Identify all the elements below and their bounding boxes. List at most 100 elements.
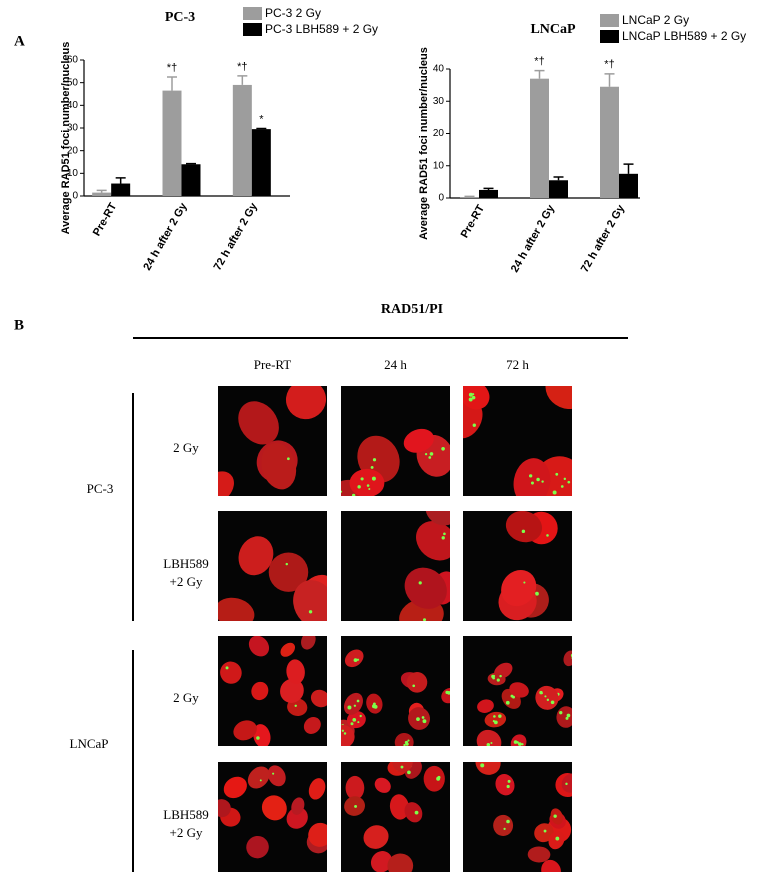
nucleus [308, 822, 327, 847]
focus [418, 581, 422, 585]
focus [372, 458, 377, 462]
focus [550, 700, 555, 705]
focus [416, 717, 420, 721]
nucleus [425, 511, 450, 526]
legend-label: LNCaP LBH589 + 2 Gy [622, 29, 746, 43]
nucleus [349, 468, 385, 496]
bar [600, 86, 619, 198]
bar [530, 78, 549, 198]
nucleus [218, 597, 255, 621]
nucleus [389, 794, 410, 820]
focus [356, 658, 360, 661]
focus [351, 493, 356, 496]
focus [429, 452, 434, 456]
micrograph [218, 636, 327, 746]
focus [225, 666, 229, 670]
nucleus [363, 825, 389, 849]
row-label: +2 Gy [170, 574, 203, 589]
micrograph [218, 386, 327, 496]
focus [343, 732, 347, 735]
focus [535, 591, 539, 596]
legend-swatch [243, 7, 262, 20]
focus [366, 484, 370, 487]
nucleus [534, 823, 554, 843]
focus [498, 714, 502, 718]
focus [340, 496, 342, 498]
nucleus [218, 799, 231, 818]
focus [352, 717, 357, 722]
focus [368, 487, 371, 491]
micrograph [463, 762, 572, 872]
row-label: +2 Gy [170, 825, 203, 840]
focus [424, 453, 428, 456]
focus [546, 698, 550, 702]
legend-label: LNCaP 2 Gy [622, 13, 689, 27]
nucleus [416, 521, 450, 561]
focus [543, 829, 547, 833]
focus [571, 656, 572, 659]
nucleus [423, 765, 445, 792]
nucleus [561, 773, 572, 793]
focus [471, 395, 476, 400]
nucleus [238, 401, 279, 445]
focus [422, 618, 427, 621]
focus [353, 704, 357, 707]
focus [407, 770, 411, 775]
nucleus [303, 717, 321, 734]
y-tick-label: 40 [67, 100, 79, 111]
error-bar [167, 76, 177, 91]
nucleus [345, 775, 365, 800]
focus [341, 490, 343, 493]
focus [371, 476, 376, 481]
nucleus [218, 471, 234, 496]
focus [455, 421, 459, 425]
error-bar [115, 177, 126, 184]
focus [347, 705, 352, 710]
focus [407, 739, 410, 742]
focus [528, 474, 533, 478]
nucleus [505, 511, 543, 543]
y-tick-label: 10 [433, 160, 445, 171]
focus [341, 729, 344, 732]
y-tick-label: 30 [67, 123, 79, 134]
significance-label: *† [534, 56, 544, 68]
nucleus [495, 773, 515, 796]
error-bar [256, 127, 267, 130]
nucleus [374, 777, 391, 793]
nucleus [253, 724, 271, 746]
focus [496, 678, 500, 682]
nucleus [223, 776, 247, 799]
error-bar [604, 73, 615, 87]
nucleus [268, 552, 309, 592]
column-header: Pre-RT [254, 357, 292, 372]
focus [506, 819, 510, 824]
nucleus [392, 762, 413, 773]
focus [559, 710, 563, 715]
nucleus [285, 386, 327, 420]
focus [536, 477, 540, 482]
focus [512, 695, 515, 699]
focus [419, 620, 421, 621]
error-bar [623, 163, 634, 174]
y-axis-label: Average RAD51 foci number/nucleus [60, 42, 72, 235]
y-tick-label: 60 [67, 55, 79, 66]
focus [259, 779, 262, 782]
error-bar [237, 75, 248, 85]
micrograph [340, 386, 450, 498]
nucleus [280, 642, 296, 657]
focus [523, 581, 526, 584]
x-tick-label: Pre-RT [91, 201, 120, 238]
focus [350, 722, 354, 726]
focus [567, 480, 571, 484]
focus [553, 814, 557, 818]
focus [560, 485, 564, 488]
nucleus [441, 687, 450, 704]
error-bar [553, 176, 564, 181]
y-tick-label: 10 [67, 168, 79, 179]
y-tick-label: 50 [67, 77, 79, 88]
error-bar [464, 195, 475, 198]
micrograph [341, 762, 450, 872]
focus [499, 674, 502, 678]
nucleus [286, 659, 305, 684]
focus [570, 653, 572, 658]
